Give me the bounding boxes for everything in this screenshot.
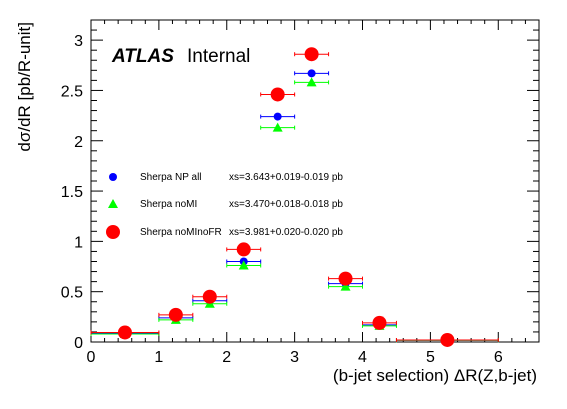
legend-entry-xs: xs=3.643+0.019-0.019 pb xyxy=(229,172,343,183)
y-tick-label: 2.5 xyxy=(61,83,83,100)
data-point xyxy=(338,271,353,286)
legend-marker xyxy=(109,173,117,181)
data-point xyxy=(372,315,387,330)
x-axis-title: (b-jet selection) ΔR(Z,b-jet) xyxy=(333,366,537,385)
y-tick-label: 1 xyxy=(74,234,83,251)
atlas-label: ATLAS xyxy=(111,46,174,67)
y-tick-label: 0.5 xyxy=(61,285,83,302)
y-tick-label: 2 xyxy=(74,134,83,151)
internal-label: Internal xyxy=(187,46,250,67)
x-tick-label: 1 xyxy=(154,349,163,366)
data-point xyxy=(304,47,319,62)
y-tick-label: 3 xyxy=(74,33,83,50)
data-point xyxy=(168,307,183,322)
x-tick-label: 0 xyxy=(87,349,96,366)
axis-ticks xyxy=(90,19,540,343)
legend-entry-xs: xs=3.981+0.020-0.020 pb xyxy=(229,227,343,238)
legend-marker xyxy=(106,225,120,239)
x-tick-label: 4 xyxy=(358,349,367,366)
legend-entry-name: Sherpa NP all xyxy=(140,172,202,183)
data-series xyxy=(90,47,499,347)
y-axis-title: dσ/dR [pb/R-unit] xyxy=(15,22,34,152)
data-point xyxy=(306,77,317,87)
data-point xyxy=(117,325,132,340)
data-point xyxy=(202,289,217,304)
x-tick-label: 6 xyxy=(494,349,503,366)
data-point xyxy=(340,281,351,291)
legend-marker xyxy=(108,199,118,208)
data-point xyxy=(238,260,249,270)
series-3 xyxy=(90,47,499,347)
x-tick-label: 5 xyxy=(426,349,435,366)
y-tick-label: 1.5 xyxy=(61,184,83,201)
data-point xyxy=(307,69,316,78)
y-tick-label: 0 xyxy=(74,335,83,352)
legend-entry-xs: xs=3.470+0.018-0.018 pb xyxy=(229,199,343,210)
x-tick-label: 3 xyxy=(290,349,299,366)
x-tick-label: 2 xyxy=(222,349,231,366)
legend-entry-name: Sherpa noMInoFR xyxy=(140,227,222,238)
legend-entry-name: Sherpa noMI xyxy=(140,199,197,210)
data-point xyxy=(272,122,283,132)
data-point xyxy=(273,112,282,121)
data-point xyxy=(270,87,285,102)
data-point xyxy=(440,332,455,347)
axis-tick-labels: 0 1 2 3 4 5 6 0 0.5 1 1.5 2 2.5 3 xyxy=(61,33,503,366)
legend: Sherpa NP all xs=3.643+0.019-0.019 pb Sher… xyxy=(106,172,343,239)
data-point xyxy=(236,242,251,257)
